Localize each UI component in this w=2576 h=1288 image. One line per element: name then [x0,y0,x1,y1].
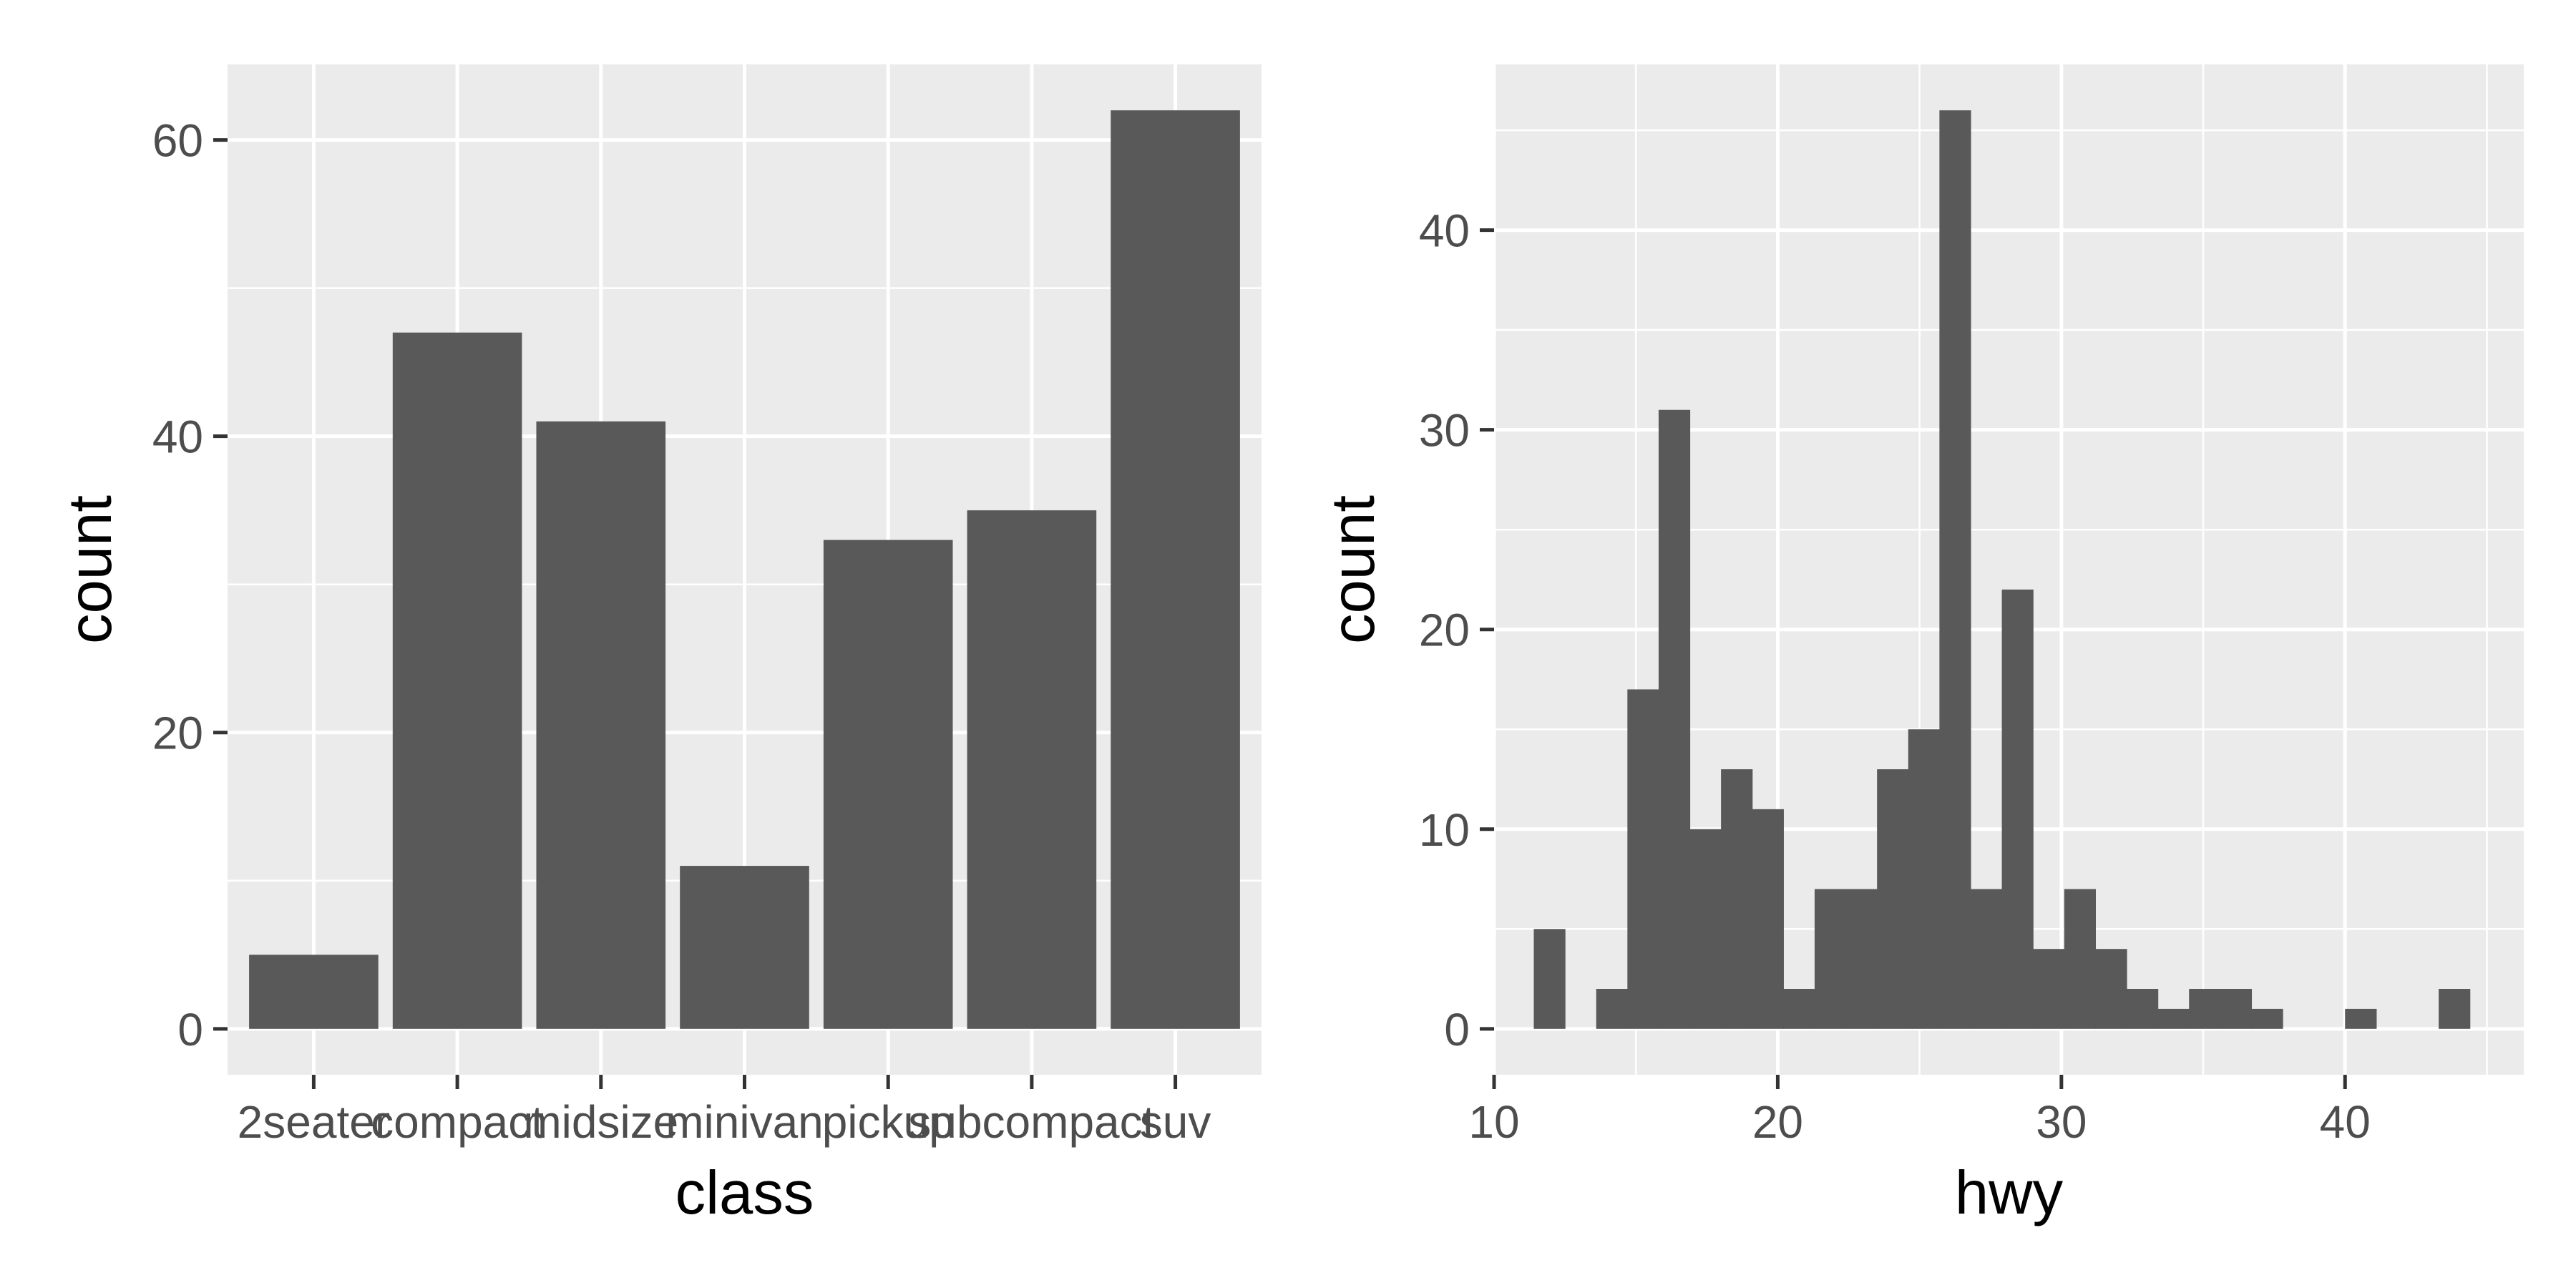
bars [249,110,1240,1029]
histogram-bar [1939,110,1971,1029]
histogram-bar [2127,989,2159,1029]
x-tick-label: pickup [822,1096,955,1148]
y-tick-label: 30 [1419,405,1470,457]
histogram-bar [2064,889,2097,1029]
hwy-histogram: 0 10 20 30 40 10 20 30 40 hwy count [1319,64,2524,1227]
histogram-bar [2033,949,2065,1029]
x-tick-label: 10 [1468,1096,1519,1148]
histogram-bar [2189,989,2221,1029]
x-tick-label: 30 [2036,1096,2087,1148]
axes: 0 20 40 60 2seatercompactmidsizeminivanpicku… [152,115,1211,1148]
y-tick-label: 20 [1419,605,1470,656]
histogram-bar [1596,989,1628,1029]
y-tick-label: 0 [177,1004,203,1055]
x-tick-label: 20 [1752,1096,1803,1148]
histogram-bar [2439,989,2471,1029]
histogram-bar [1845,889,1878,1029]
bar-subcompact [967,510,1097,1029]
x-tick-label: subcompact [908,1096,1155,1148]
histogram-bar [2095,949,2127,1029]
y-tick-label: 40 [152,411,203,463]
histogram-bar [2220,989,2253,1029]
bar-2seater [249,955,379,1029]
x-tick-label: minivan [665,1096,824,1148]
bar-compact [392,332,522,1029]
x-axis-title: hwy [1955,1159,2064,1227]
x-tick-label: suv [1140,1096,1211,1148]
histogram-bar [1658,409,1691,1029]
y-axis-title: count [1319,495,1387,644]
x-tick-label: midsize [523,1096,678,1148]
histogram-bar [1970,889,2003,1029]
y-tick-label: 0 [1444,1004,1470,1055]
y-tick-label: 20 [152,708,203,759]
bars [1533,110,2471,1029]
axes: 0 10 20 30 40 10 20 30 40 [1419,205,2371,1148]
histogram-bar [1627,689,1659,1029]
histogram-bar [1908,729,1940,1029]
histogram-bar [1877,769,1909,1029]
y-axis-title: count [57,495,125,644]
histogram-bar [1783,989,1815,1029]
x-tick-label: compact [371,1096,544,1148]
histogram-bar [1533,929,1566,1029]
y-tick-label: 10 [1419,804,1470,856]
bar-pickup [823,540,953,1029]
histogram-bar [2157,1008,2190,1029]
x-tick-label: 40 [2320,1096,2371,1148]
bar-minivan [680,866,809,1029]
histogram-bar [1721,769,1753,1029]
histogram-bar [2251,1008,2283,1029]
x-tick-label: 2seater [238,1096,390,1148]
histogram-bar [2345,1008,2377,1029]
histogram-bar [1752,809,1784,1029]
y-tick-label: 40 [1419,205,1470,257]
y-tick-label: 60 [152,115,203,167]
bar-midsize [536,421,666,1029]
bar-suv [1111,110,1240,1029]
x-axis-title: class [675,1159,814,1227]
histogram-bar [1689,829,1722,1029]
class-count-bar-chart: 0 20 40 60 2seatercompactmidsizeminivanpicku… [57,64,1262,1227]
histogram-bar [1814,889,1847,1029]
histogram-bar [2001,589,2034,1029]
